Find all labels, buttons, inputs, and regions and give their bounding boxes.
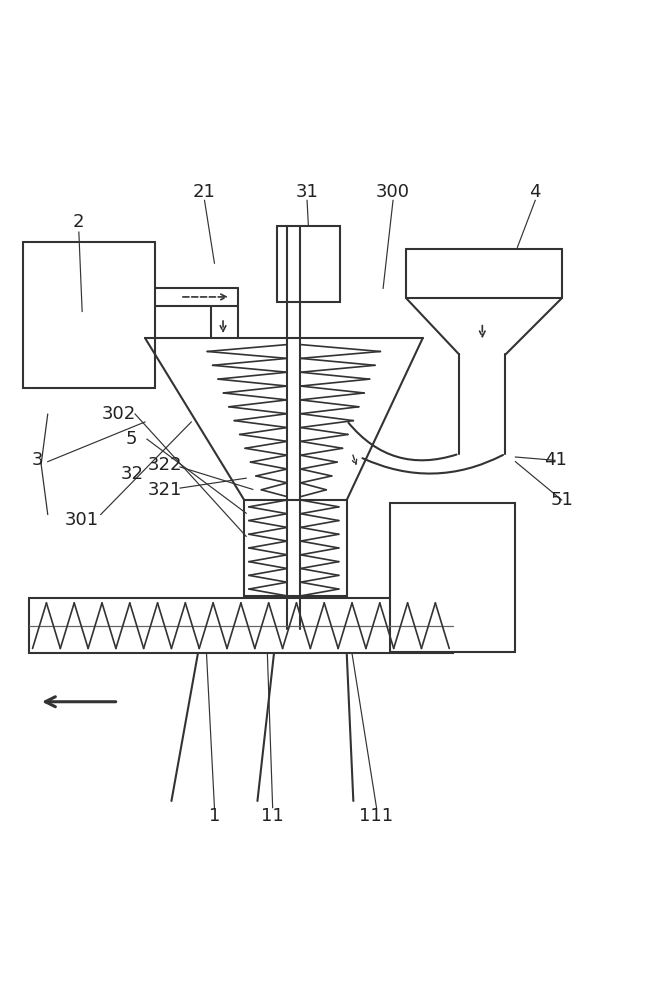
Bar bbox=[29, 598, 453, 653]
Text: 300: 300 bbox=[376, 183, 410, 201]
Text: 3: 3 bbox=[31, 451, 43, 469]
Text: 4: 4 bbox=[530, 183, 541, 201]
Text: 32: 32 bbox=[120, 465, 143, 483]
Text: 1: 1 bbox=[209, 807, 220, 825]
Text: 21: 21 bbox=[193, 183, 216, 201]
Bar bbox=[23, 242, 155, 388]
Text: 11: 11 bbox=[261, 807, 284, 825]
Bar bbox=[390, 503, 516, 652]
Text: 41: 41 bbox=[544, 451, 566, 469]
Text: 5: 5 bbox=[126, 430, 137, 448]
Text: 301: 301 bbox=[65, 511, 99, 529]
Bar bbox=[277, 226, 340, 302]
Text: 322: 322 bbox=[147, 456, 182, 474]
Text: 302: 302 bbox=[101, 405, 135, 423]
Text: 31: 31 bbox=[295, 183, 318, 201]
Text: 2: 2 bbox=[73, 213, 85, 231]
Bar bbox=[244, 500, 347, 596]
Text: 321: 321 bbox=[147, 481, 182, 499]
Text: 111: 111 bbox=[360, 807, 394, 825]
Text: 51: 51 bbox=[550, 491, 573, 509]
